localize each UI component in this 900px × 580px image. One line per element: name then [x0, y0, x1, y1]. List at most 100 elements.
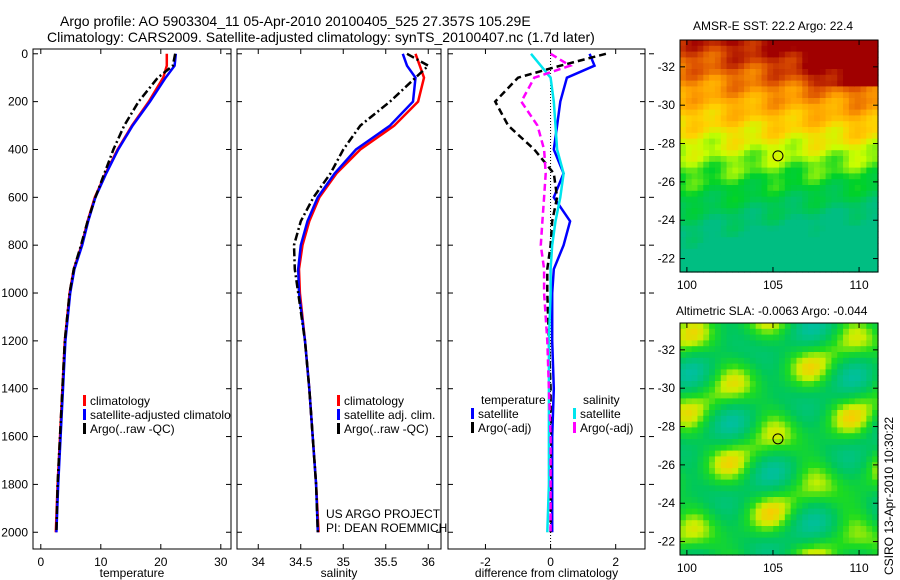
map-cell [837, 468, 844, 475]
map-cell [697, 190, 704, 198]
map-cell [813, 450, 821, 457]
map-cell [703, 254, 710, 261]
map-cell [714, 340, 722, 347]
map-cell [848, 543, 856, 550]
map-cell [860, 497, 867, 504]
map-cell [796, 386, 803, 394]
map-cell [773, 398, 780, 405]
map-cell [744, 346, 751, 353]
map-cell [732, 415, 739, 423]
map-cell [866, 167, 873, 174]
legend-header: temperature [481, 393, 546, 407]
map-cell [796, 51, 803, 58]
map-cell [784, 161, 792, 169]
map-cell [790, 392, 798, 399]
map-cell [709, 456, 716, 463]
map-cell [796, 485, 803, 492]
map-cell [813, 328, 821, 336]
map-cell [720, 103, 728, 111]
map-cell [860, 109, 867, 116]
map-cell [796, 127, 803, 134]
map-cell [697, 514, 704, 521]
map-cell [680, 103, 687, 111]
map-cell [808, 392, 815, 399]
map-cell [761, 334, 768, 341]
map-cell [726, 491, 734, 498]
map-cell [732, 549, 739, 556]
map-cell [872, 248, 879, 256]
map-cell [680, 92, 687, 99]
map-cell [854, 404, 862, 411]
map-cell [685, 479, 693, 486]
y-tick-label: -32 [658, 343, 676, 357]
map-cell [761, 323, 768, 330]
map-cell [767, 254, 774, 261]
map-cell [860, 179, 867, 186]
map-cell [680, 98, 687, 105]
map-cell [790, 479, 798, 486]
map-cell [784, 444, 792, 452]
map-cell [854, 214, 862, 221]
map-cell [837, 450, 844, 457]
map-cell [697, 537, 704, 544]
map-cell [691, 202, 699, 209]
map-cell [825, 386, 833, 394]
map-cell [860, 121, 867, 128]
map-cell [872, 439, 879, 446]
map-cell [755, 404, 763, 411]
map-cell [732, 479, 739, 486]
map-cell [680, 173, 687, 180]
map-cell [825, 86, 833, 93]
map-cell [749, 127, 757, 134]
map-cell [872, 214, 879, 221]
map-cell [773, 433, 780, 440]
map-cell [831, 427, 838, 434]
map-cell [808, 127, 815, 134]
map-cell [837, 173, 844, 180]
map-cell [749, 497, 757, 504]
map-cell [703, 196, 710, 203]
map-cell [744, 433, 751, 440]
map-cell [773, 468, 780, 475]
map-cell [866, 92, 873, 99]
map-cell [749, 473, 757, 481]
map-cell [813, 357, 821, 365]
map-cell [732, 462, 739, 469]
map-cell [714, 69, 722, 76]
map-cell [744, 196, 751, 203]
map-cell [779, 404, 786, 411]
map-cell [837, 456, 844, 463]
map-cell [680, 439, 687, 446]
map-cell [790, 346, 798, 353]
map-cell [720, 214, 728, 221]
map-cell [872, 404, 879, 411]
map-cell [744, 450, 751, 457]
map-cell [784, 225, 792, 232]
map-cell [732, 51, 739, 58]
map-cell [685, 167, 693, 174]
salinity-legend: climatology satellite adj. clim. Argo(..… [337, 394, 435, 436]
difference-legend-salinity: salinity satellite Argo(-adj) [573, 393, 633, 435]
map-cell [755, 92, 763, 99]
map-cell [680, 138, 687, 145]
map-cell [709, 404, 716, 411]
map-cell [738, 491, 745, 498]
map-cell [726, 121, 734, 128]
map-cell [749, 537, 757, 544]
map-cell [790, 109, 798, 116]
map-cell [848, 346, 856, 353]
map-cell [825, 485, 833, 492]
map-cell [831, 156, 838, 163]
map-cell [872, 202, 879, 209]
map-cell [703, 526, 710, 533]
map-cell [779, 357, 786, 365]
map-cell [709, 237, 716, 244]
map-cell [779, 363, 786, 370]
map-cell [697, 404, 704, 411]
map-cell [872, 243, 879, 250]
map-cell [767, 531, 774, 539]
map-cell [744, 150, 751, 157]
map-cell [866, 381, 873, 388]
map-cell [790, 491, 798, 498]
map-cell [802, 450, 809, 457]
